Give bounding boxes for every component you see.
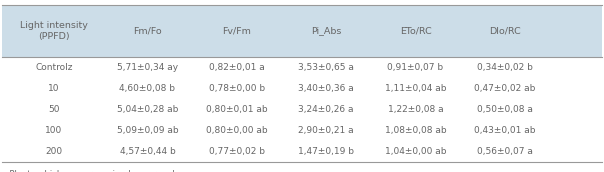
Text: 0,80±0,00 ab: 0,80±0,00 ab: [206, 126, 268, 135]
Text: 1,47±0,19 b: 1,47±0,19 b: [298, 147, 354, 156]
Text: 50: 50: [48, 105, 60, 114]
Text: 5,04±0,28 ab: 5,04±0,28 ab: [117, 105, 178, 114]
Text: 1,08±0,08 ab: 1,08±0,08 ab: [385, 126, 446, 135]
Text: 0,56±0,07 a: 0,56±0,07 a: [477, 147, 533, 156]
Text: ETo/RC: ETo/RC: [400, 26, 431, 35]
Text: 3,24±0,26 a: 3,24±0,26 a: [298, 105, 354, 114]
Text: 0,80±0,01 ab: 0,80±0,01 ab: [206, 105, 268, 114]
Text: Fm/Fo: Fm/Fo: [133, 26, 162, 35]
Bar: [2, 5, 602, 57]
Text: Pi_Abs: Pi_Abs: [311, 26, 341, 35]
Text: 5,09±0,09 ab: 5,09±0,09 ab: [117, 126, 178, 135]
Text: 1,04±0,00 ab: 1,04±0,00 ab: [385, 147, 446, 156]
Text: 3,53±0,65 a: 3,53±0,65 a: [298, 63, 354, 72]
Text: 4,57±0,44 b: 4,57±0,44 b: [120, 147, 175, 156]
Text: DIo/RC: DIo/RC: [489, 26, 521, 35]
Text: 1,22±0,08 a: 1,22±0,08 a: [388, 105, 443, 114]
Text: 4,60±0,08 b: 4,60±0,08 b: [120, 84, 175, 93]
Text: 5,71±0,34 ay: 5,71±0,34 ay: [117, 63, 178, 72]
Text: 1,11±0,04 ab: 1,11±0,04 ab: [385, 84, 446, 93]
Text: 200: 200: [45, 147, 62, 156]
Text: 0,34±0,02 b: 0,34±0,02 b: [477, 63, 533, 72]
Text: 0,47±0,02 ab: 0,47±0,02 ab: [474, 84, 536, 93]
Text: 0,77±0,02 b: 0,77±0,02 b: [209, 147, 265, 156]
Text: 10: 10: [48, 84, 60, 93]
Text: 0,50±0,08 a: 0,50±0,08 a: [477, 105, 533, 114]
Text: 0,78±0,00 b: 0,78±0,00 b: [209, 84, 265, 93]
Text: 2,90±0,21 a: 2,90±0,21 a: [298, 126, 354, 135]
Text: 100: 100: [45, 126, 62, 135]
Text: zPlants which was grown in glass-greenhouse.: zPlants which was grown in glass-greenho…: [5, 170, 200, 172]
Text: Controlz: Controlz: [35, 63, 72, 72]
Text: 0,91±0,07 b: 0,91±0,07 b: [388, 63, 443, 72]
Text: 3,40±0,36 a: 3,40±0,36 a: [298, 84, 354, 93]
Text: Fv/Fm: Fv/Fm: [222, 26, 251, 35]
Text: Light intensity
(PPFD): Light intensity (PPFD): [20, 21, 88, 41]
Text: 0,43±0,01 ab: 0,43±0,01 ab: [474, 126, 536, 135]
Text: 0,82±0,01 a: 0,82±0,01 a: [209, 63, 265, 72]
